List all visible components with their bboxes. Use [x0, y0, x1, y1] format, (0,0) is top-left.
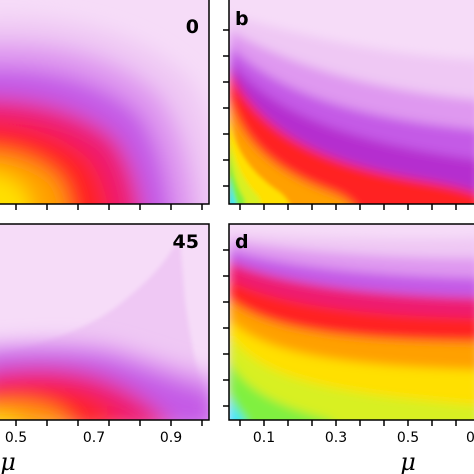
- heatmap-d-band: [229, 335, 474, 420]
- panel-d: 0.1 0.3 0.5 0 μ d: [223, 204, 474, 474]
- frame-c: [0, 223, 210, 421]
- panel-label-c: 45: [173, 231, 199, 253]
- heatmap-a: [0, 0, 209, 204]
- y-ticks-d: [223, 249, 229, 407]
- panel-label-a: 0: [186, 16, 199, 38]
- frame-b: [228, 0, 474, 205]
- heatmap-b-band: [229, 150, 246, 204]
- heatmap-a-band: [0, 174, 31, 204]
- x-tick-label-d: 0: [466, 430, 474, 446]
- panel-c: 0.5 0.7 0.9 μ 45: [0, 204, 210, 474]
- heatmap-d: [229, 224, 474, 420]
- x-ticks-top-c: [15, 204, 203, 210]
- frame-d: [228, 223, 474, 421]
- panel-b: b: [223, 0, 474, 205]
- x-tick-label-d: 0.3: [325, 430, 347, 446]
- x-ticks-top-b: [239, 204, 457, 210]
- x-axis-title-d: μ: [400, 448, 416, 474]
- x-tick-label-c: 0.5: [5, 430, 27, 446]
- heatmap-d-band: [229, 360, 330, 420]
- panel-label-b: b: [235, 8, 249, 30]
- x-axis-title-c: μ: [0, 448, 16, 474]
- panel-label-d: d: [235, 231, 249, 253]
- heatmap-b-band: [229, 70, 474, 204]
- x-ticks-d: [239, 420, 457, 426]
- x-ticks-c: [15, 420, 203, 426]
- x-tick-label-c: 0.7: [83, 430, 105, 446]
- heatmap-b: [229, 0, 474, 204]
- x-tick-label-d: 0.5: [397, 430, 419, 446]
- y-ticks-b: [223, 29, 229, 187]
- frame-a: [0, 0, 210, 205]
- heatmap-d-band: [229, 395, 245, 420]
- x-tick-label-c: 0.9: [160, 430, 182, 446]
- panel-a: 0: [0, 0, 210, 205]
- heatmap-c-band: [0, 415, 15, 420]
- heatmap-c-band: [0, 402, 68, 420]
- heatmap-c: [0, 224, 209, 420]
- x-tick-label-d: 0.1: [253, 430, 275, 446]
- heatmap-b-band: [229, 175, 236, 204]
